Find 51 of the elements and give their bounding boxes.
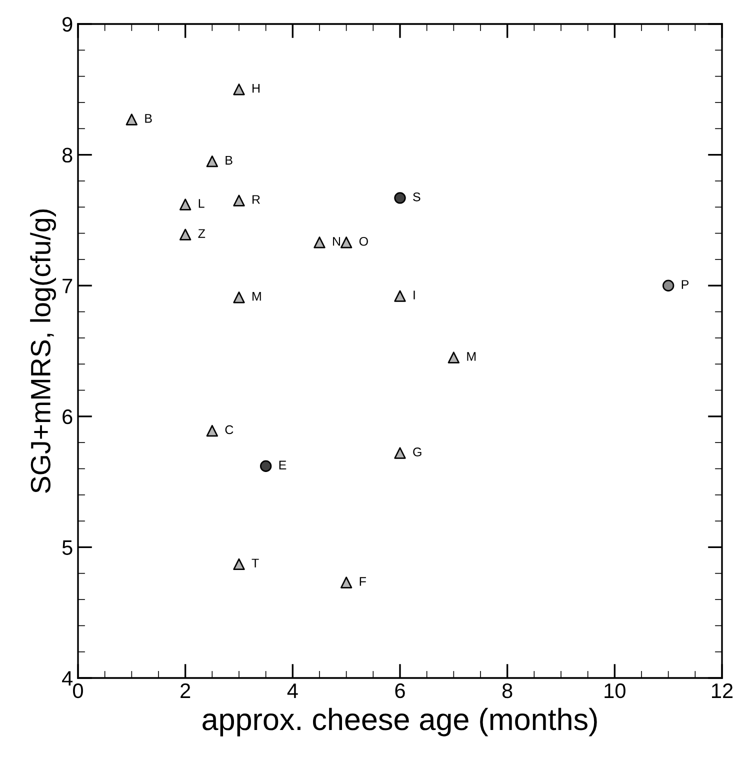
x-tick-label: 12 — [712, 683, 733, 698]
annotation: L — [198, 199, 204, 208]
point — [206, 424, 218, 437]
point — [126, 114, 138, 126]
x-tick-label: 2 — [180, 683, 190, 698]
annotation: F — [360, 577, 366, 586]
x-tick-label: 8 — [502, 683, 512, 698]
x-tick-label: 6 — [395, 683, 405, 698]
point — [340, 236, 352, 248]
annotation: E — [279, 460, 286, 470]
point — [233, 194, 245, 206]
point — [314, 236, 326, 248]
point — [179, 228, 192, 240]
annotation: G — [413, 448, 422, 456]
point — [206, 155, 218, 168]
point — [179, 198, 192, 210]
point — [233, 292, 245, 304]
annotation: M — [467, 352, 476, 361]
annotation: B — [145, 114, 152, 123]
x-tick-label: 4 — [287, 684, 298, 698]
annotation: N — [333, 237, 340, 246]
y-tick-label: 4 — [62, 671, 73, 686]
annotation: B — [226, 156, 232, 165]
point — [394, 192, 406, 204]
annotation: Z — [198, 229, 206, 238]
point — [260, 460, 272, 472]
x-tick-label: 0 — [73, 683, 83, 698]
x-axis-title: approx. cheese age (months) — [202, 708, 597, 736]
point — [394, 447, 406, 459]
y-tick-label: 6 — [62, 409, 72, 424]
point — [233, 84, 245, 96]
annotation: P — [682, 280, 689, 289]
annotation: H — [252, 84, 260, 93]
point — [340, 576, 352, 588]
y-tick-label: 7 — [62, 278, 72, 294]
annotation: C — [225, 425, 234, 434]
point — [394, 290, 406, 302]
annotation: I — [414, 290, 415, 300]
point — [448, 352, 460, 364]
annotation: S — [413, 192, 420, 202]
y-tick-label: 5 — [62, 540, 72, 555]
point — [233, 558, 245, 570]
annotation: R — [252, 195, 260, 204]
annotation: O — [359, 236, 368, 246]
y-tick-label: 8 — [62, 148, 72, 163]
point — [662, 280, 674, 292]
annotation: T — [252, 558, 259, 568]
y-tick-label: 9 — [62, 17, 72, 32]
annotation: M — [252, 292, 261, 301]
y-axis-title: SGJ+mMRS, log(cfu/g) — [30, 210, 56, 493]
x-tick-label: 10 — [604, 683, 626, 698]
